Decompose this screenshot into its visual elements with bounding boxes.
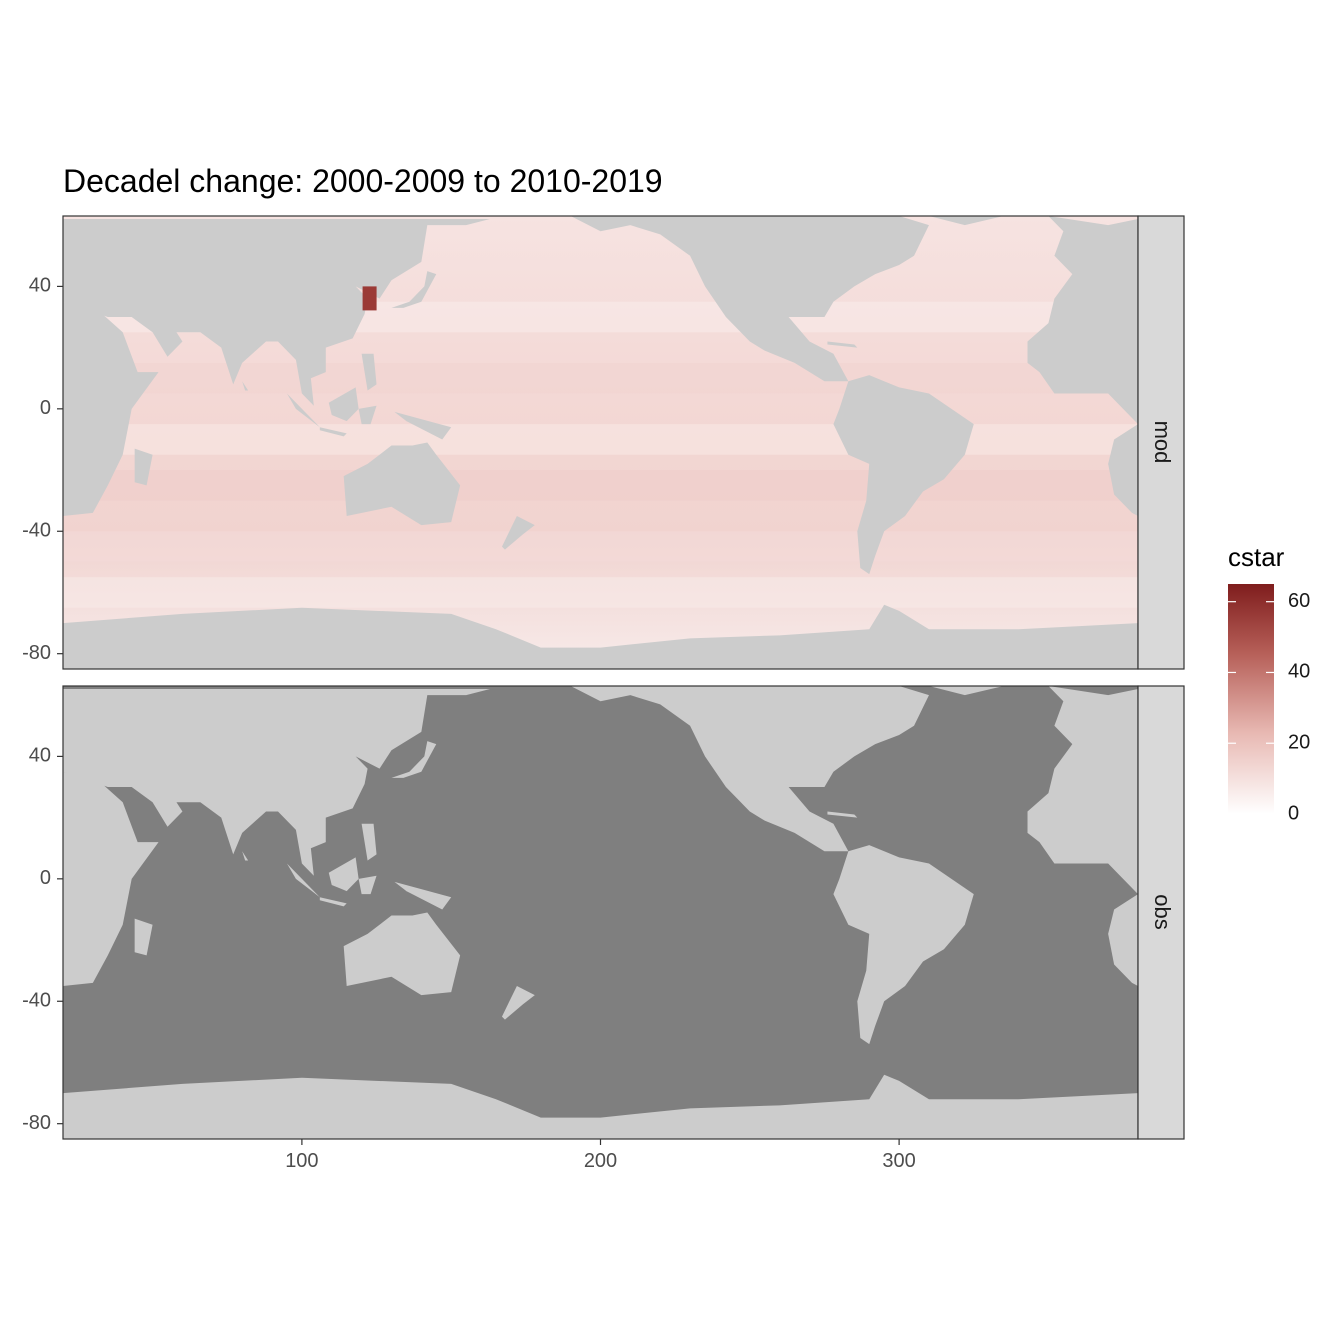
- mod-ocean-band: [63, 531, 1138, 562]
- y-tick-label: 0: [40, 397, 51, 419]
- x-axis: 100 200 300: [285, 1139, 916, 1172]
- panel-obs: obs: [62, 685, 1185, 1140]
- y-tick-label: -40: [22, 990, 51, 1012]
- strip-label-obs: obs: [1150, 894, 1175, 929]
- mod-ocean-band: [63, 577, 1138, 608]
- y-axis-mod: 40 0 -40 -80: [22, 275, 63, 664]
- mod-ocean-band: [63, 424, 1138, 455]
- y-axis-obs: 40 0 -40 -80: [22, 745, 63, 1134]
- legend-title: cstar: [1228, 542, 1285, 572]
- y-tick-label: -40: [22, 520, 51, 542]
- obs-land: [63, 686, 1138, 1139]
- mod-land: [63, 216, 1138, 669]
- legend-tick-label: 60: [1288, 590, 1310, 612]
- x-tick-label: 100: [285, 1150, 318, 1172]
- legend-colorbar: [1228, 584, 1274, 814]
- y-tick-label: 40: [29, 745, 51, 767]
- y-tick-label: -80: [22, 1112, 51, 1134]
- mod-ocean-band: [63, 362, 1138, 394]
- strip-label-mod: mod: [1150, 421, 1175, 464]
- legend-tick-label: 40: [1288, 661, 1310, 683]
- y-tick-label: -80: [22, 642, 51, 664]
- y-tick-label: 0: [40, 867, 51, 889]
- legend-tick-label: 0: [1288, 802, 1299, 824]
- y-tick-label: 40: [29, 275, 51, 297]
- mod-ocean-bands: [63, 301, 1138, 608]
- legend-ticks: 0 20 40 60: [1228, 590, 1310, 824]
- mod-hotspot: [362, 286, 377, 311]
- strip-obs: [1137, 685, 1185, 1140]
- panel-mod: mod: [62, 215, 1185, 670]
- legend-tick-label: 20: [1288, 732, 1310, 754]
- chart-title: Decadel change: 2000-2009 to 2010-2019: [63, 163, 663, 199]
- strip-mod: [1137, 215, 1185, 670]
- legend: cstar 0 20 40 60: [1228, 542, 1310, 824]
- x-tick-label: 200: [584, 1150, 617, 1172]
- mod-ocean-band: [63, 470, 1138, 501]
- x-tick-label: 300: [882, 1150, 915, 1172]
